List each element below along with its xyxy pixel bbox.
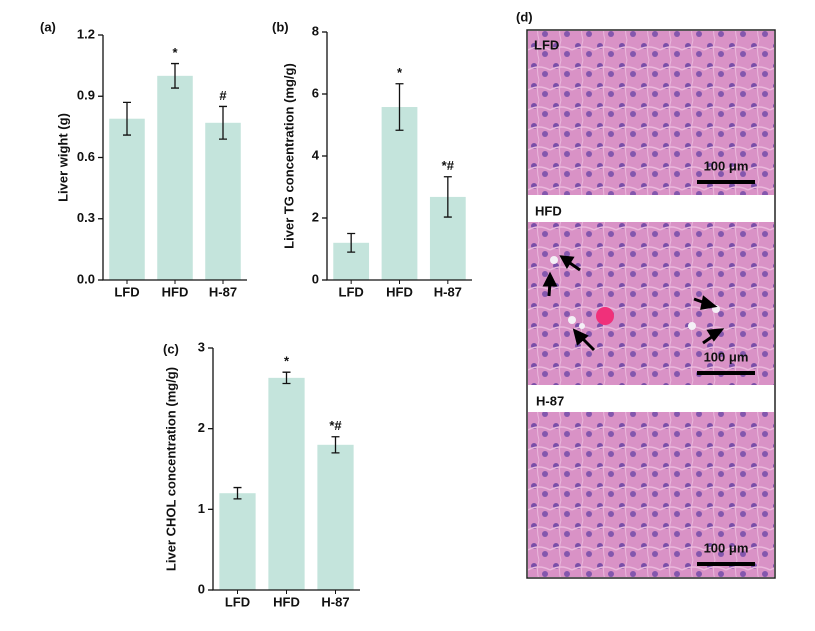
histology-panel: (d) LFD HFD H-87 100 μm 100 μm 100 μm — [516, 9, 776, 579]
y-axis-title: Liver TG concentration (mg/g) — [281, 63, 296, 249]
bar — [205, 122, 241, 281]
y-tick-label: 0.3 — [77, 210, 95, 225]
significance-label: * — [397, 65, 403, 80]
x-tick-label: HFD — [273, 594, 300, 609]
section-label: H-87 — [536, 393, 564, 408]
y-tick-label: 3 — [198, 339, 205, 354]
error-bar — [219, 105, 227, 140]
bar — [109, 118, 145, 280]
x-tick-label: HFD — [386, 284, 413, 299]
y-tick-label: 2 — [312, 209, 319, 224]
error-bar — [123, 101, 131, 136]
error-bar — [171, 62, 179, 89]
bar — [381, 107, 418, 281]
x-tick-label: H-87 — [434, 284, 462, 299]
error-bar — [331, 436, 340, 454]
scale-label: 100 μm — [704, 540, 749, 555]
section-label: HFD — [535, 203, 562, 218]
section-label: LFD — [534, 37, 559, 52]
y-tick-label: 4 — [312, 147, 320, 162]
panel-label: (a) — [40, 19, 56, 34]
significance-label: * — [172, 45, 178, 60]
error-bar — [282, 371, 291, 385]
y-axis-title: Liver CHOL concentration (mg/g) — [163, 367, 178, 571]
y-axis-title: Liver wight (g) — [55, 113, 70, 202]
significance-label: *# — [442, 158, 455, 173]
y-tick-label: 8 — [312, 23, 319, 38]
panel-label: (b) — [272, 19, 289, 34]
y-tick-label: 0.9 — [77, 88, 95, 103]
error-bar — [395, 83, 404, 131]
bar — [219, 493, 256, 590]
y-tick-label: 0 — [198, 581, 205, 596]
y-tick-label: 1 — [198, 501, 205, 516]
image-h87 — [528, 412, 774, 577]
x-tick-label: LFD — [225, 594, 250, 609]
scale-label: 100 μm — [704, 349, 749, 364]
y-tick-label: 1.2 — [77, 26, 95, 41]
panel-label: (c) — [163, 341, 179, 356]
bar — [317, 444, 354, 590]
bar — [268, 377, 305, 590]
axes — [102, 35, 247, 281]
scale-bars — [697, 180, 755, 566]
axes — [326, 32, 472, 281]
y-tick-label: 0.0 — [77, 271, 95, 286]
x-tick-label: H-87 — [209, 284, 237, 299]
error-bar — [233, 486, 242, 500]
y-tick-label: 2 — [198, 420, 205, 435]
significance-label: * — [284, 354, 290, 369]
x-tick-label: H-87 — [321, 594, 349, 609]
panel-label: (d) — [516, 9, 533, 24]
x-tick-label: HFD — [162, 284, 189, 299]
lipid-droplets — [550, 256, 720, 330]
axes — [212, 348, 360, 591]
significance-label: *# — [329, 418, 342, 433]
bar — [157, 75, 193, 280]
x-tick-label: LFD — [339, 284, 364, 299]
y-tick-label: 6 — [312, 85, 319, 100]
y-tick-label: 0.6 — [77, 149, 95, 164]
x-tick-label: LFD — [114, 284, 139, 299]
y-tick-label: 0 — [312, 271, 319, 286]
significance-label: # — [219, 88, 227, 103]
lesion — [596, 307, 614, 325]
scale-label: 100 μm — [704, 158, 749, 173]
image-hfd — [528, 222, 774, 385]
arrows — [542, 255, 725, 352]
error-bar — [443, 176, 452, 218]
error-bar — [347, 232, 356, 253]
image-lfd — [528, 31, 774, 195]
